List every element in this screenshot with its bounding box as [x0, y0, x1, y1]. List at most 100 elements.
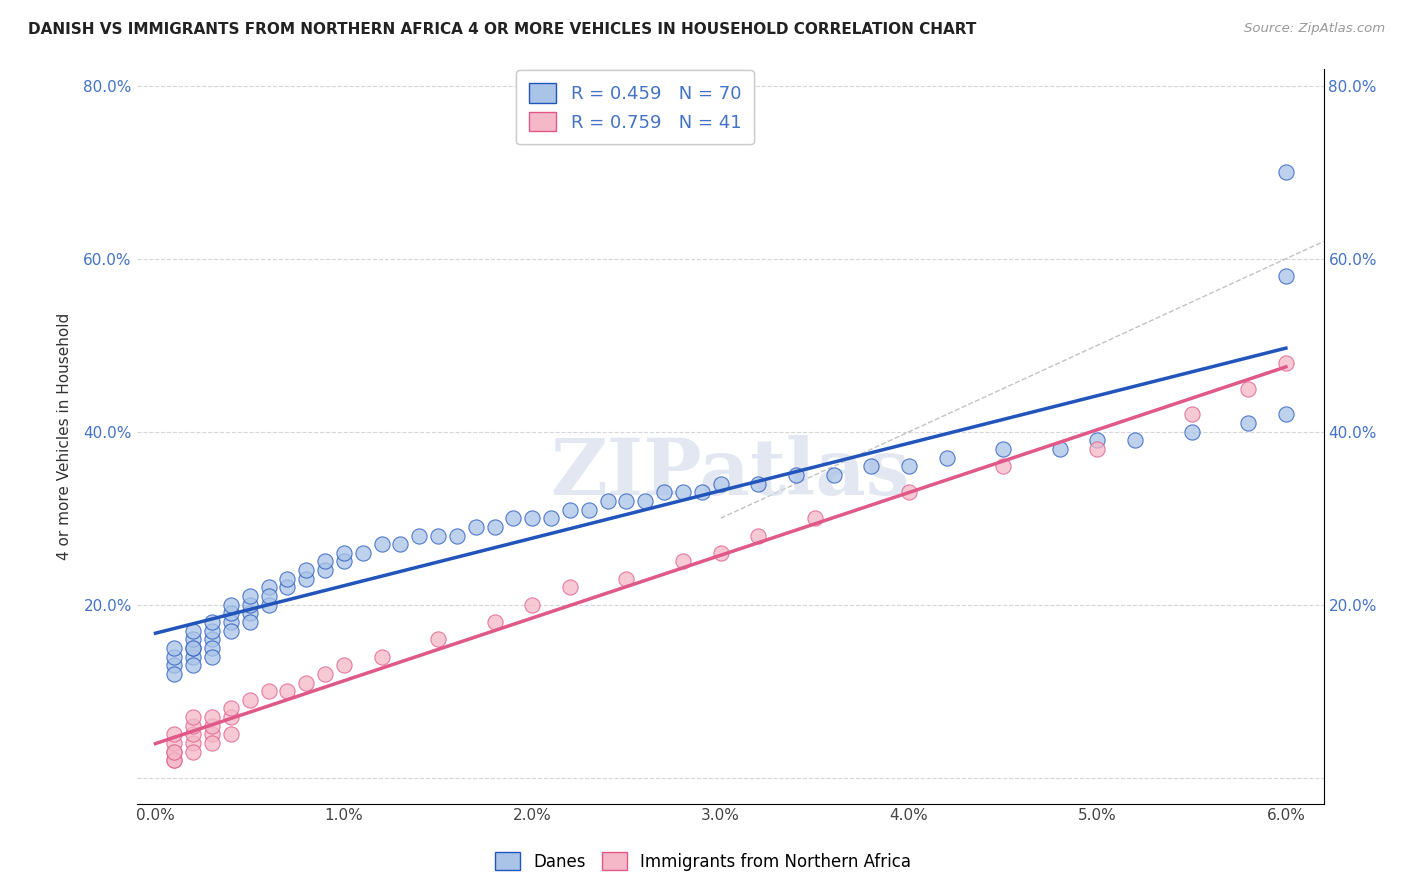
Point	[201, 615, 224, 629]
Point	[181, 632, 204, 647]
Point	[201, 727, 224, 741]
Point	[333, 554, 356, 568]
Point	[427, 632, 450, 647]
Point	[616, 572, 638, 586]
Point	[181, 727, 204, 741]
Point	[672, 485, 695, 500]
Point	[181, 624, 204, 638]
Point	[181, 736, 204, 750]
Point	[710, 476, 733, 491]
Point	[163, 745, 186, 759]
Point	[898, 485, 921, 500]
Point	[333, 546, 356, 560]
Point	[484, 520, 506, 534]
Point	[1275, 269, 1298, 284]
Point	[276, 581, 298, 595]
Point	[163, 753, 186, 767]
Point	[616, 494, 638, 508]
Point	[1275, 355, 1298, 369]
Point	[181, 658, 204, 673]
Point	[201, 649, 224, 664]
Legend: R = 0.459   N = 70, R = 0.759   N = 41: R = 0.459 N = 70, R = 0.759 N = 41	[516, 70, 754, 145]
Point	[558, 581, 581, 595]
Point	[993, 442, 1015, 456]
Point	[1181, 425, 1204, 439]
Point	[276, 684, 298, 698]
Point	[201, 632, 224, 647]
Point	[333, 658, 356, 673]
Point	[201, 719, 224, 733]
Point	[314, 666, 336, 681]
Point	[690, 485, 713, 500]
Point	[596, 494, 619, 508]
Text: Source: ZipAtlas.com: Source: ZipAtlas.com	[1244, 22, 1385, 36]
Text: ZIPatlas: ZIPatlas	[550, 434, 910, 511]
Point	[484, 615, 506, 629]
Point	[1275, 165, 1298, 179]
Point	[163, 745, 186, 759]
Point	[464, 520, 486, 534]
Point	[823, 467, 845, 482]
Point	[181, 649, 204, 664]
Point	[219, 727, 242, 741]
Point	[1237, 416, 1260, 430]
Point	[219, 710, 242, 724]
Point	[219, 607, 242, 621]
Point	[219, 701, 242, 715]
Point	[1049, 442, 1071, 456]
Point	[239, 615, 262, 629]
Point	[295, 675, 318, 690]
Point	[239, 693, 262, 707]
Point	[219, 598, 242, 612]
Point	[389, 537, 412, 551]
Y-axis label: 4 or more Vehicles in Household: 4 or more Vehicles in Household	[58, 312, 72, 559]
Point	[163, 666, 186, 681]
Point	[522, 511, 544, 525]
Point	[219, 624, 242, 638]
Point	[163, 658, 186, 673]
Point	[558, 502, 581, 516]
Point	[201, 710, 224, 724]
Point	[634, 494, 657, 508]
Point	[747, 476, 769, 491]
Point	[747, 528, 769, 542]
Point	[181, 710, 204, 724]
Point	[257, 589, 280, 603]
Point	[502, 511, 524, 525]
Point	[710, 546, 733, 560]
Point	[370, 537, 392, 551]
Point	[181, 640, 204, 655]
Point	[181, 640, 204, 655]
Point	[276, 572, 298, 586]
Point	[163, 640, 186, 655]
Point	[1087, 442, 1109, 456]
Point	[408, 528, 430, 542]
Point	[352, 546, 374, 560]
Point	[239, 607, 262, 621]
Point	[522, 598, 544, 612]
Point	[935, 450, 957, 465]
Point	[295, 563, 318, 577]
Point	[540, 511, 562, 525]
Point	[239, 598, 262, 612]
Point	[427, 528, 450, 542]
Point	[672, 554, 695, 568]
Point	[652, 485, 675, 500]
Point	[446, 528, 468, 542]
Point	[257, 581, 280, 595]
Point	[163, 736, 186, 750]
Point	[860, 459, 883, 474]
Point	[201, 640, 224, 655]
Point	[1181, 408, 1204, 422]
Point	[898, 459, 921, 474]
Point	[163, 753, 186, 767]
Point	[181, 745, 204, 759]
Legend: Danes, Immigrants from Northern Africa: Danes, Immigrants from Northern Africa	[486, 844, 920, 880]
Point	[181, 719, 204, 733]
Point	[785, 467, 807, 482]
Point	[201, 736, 224, 750]
Point	[1123, 434, 1146, 448]
Point	[201, 624, 224, 638]
Point	[314, 563, 336, 577]
Point	[257, 598, 280, 612]
